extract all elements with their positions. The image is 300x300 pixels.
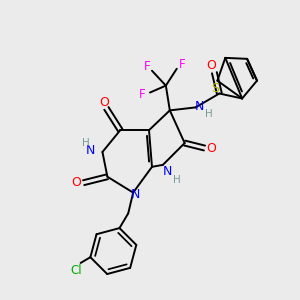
Text: F: F (139, 88, 146, 101)
Text: N: N (195, 100, 204, 113)
Text: O: O (206, 59, 216, 72)
Text: F: F (144, 60, 150, 73)
Text: O: O (72, 176, 82, 189)
Text: H: H (82, 138, 89, 148)
Text: N: N (163, 165, 172, 178)
Text: S: S (212, 82, 219, 95)
Text: O: O (206, 142, 216, 154)
Text: N: N (130, 188, 140, 201)
Text: H: H (173, 175, 181, 185)
Text: H: H (205, 109, 212, 119)
Text: F: F (178, 58, 185, 71)
Text: O: O (100, 96, 110, 109)
Text: N: N (86, 145, 95, 158)
Text: Cl: Cl (71, 264, 82, 278)
